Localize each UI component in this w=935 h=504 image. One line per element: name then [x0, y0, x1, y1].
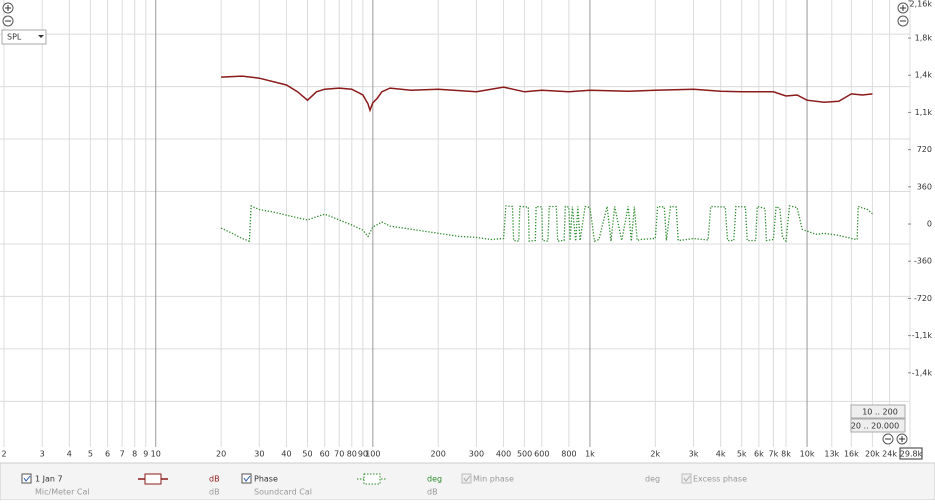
x-tick-label: 7: [120, 450, 125, 459]
y2-tick-label: 2,16k: [910, 0, 933, 9]
x-tick-label: 2k: [650, 450, 660, 459]
y2-tick-label: -360: [914, 257, 932, 266]
series-line: [221, 75, 873, 113]
legend-label: Phase: [254, 475, 278, 484]
y2-tick-label: 360: [917, 182, 932, 191]
x-tick-label: 6k: [754, 450, 764, 459]
x-tick-label: 8: [132, 450, 137, 459]
x-tick-label: 9: [143, 450, 148, 459]
zoom-in-right[interactable]: [897, 2, 909, 14]
y2-tick-label: -720: [914, 294, 932, 303]
range-button[interactable]: 20 .. 20.000: [850, 418, 906, 433]
view-label: SPL: [7, 33, 22, 42]
x-tick-label: 600: [534, 450, 549, 459]
y2-tick-label: 1,4k: [915, 71, 933, 80]
range-label: 10 .. 200: [862, 408, 898, 417]
legend-item[interactable]: Excess phase: [681, 473, 747, 484]
x-tick-label: 1k: [585, 450, 595, 459]
legend-label: Soundcard Cal: [254, 488, 312, 497]
x-tick-label: 100: [365, 450, 380, 459]
legend-unit: dB: [427, 488, 438, 497]
x-tick-label: 5k: [737, 450, 747, 459]
x-end-box: [899, 447, 923, 460]
x-tick-label: 60: [320, 450, 330, 459]
x-tick-label: 80: [347, 450, 357, 459]
view-dropdown[interactable]: SPL: [1, 29, 47, 45]
range-label: 20 .. 20.000: [851, 422, 899, 431]
x-tick-label: 500: [517, 450, 532, 459]
x-tick-label: 90: [358, 450, 368, 459]
legend-item[interactable]: Min phase deg: [461, 473, 660, 484]
y2-tick-label: -1,1k: [912, 331, 933, 340]
legend-item[interactable]: 1 Jan 7 dB: [21, 473, 220, 485]
series-line: [220, 204, 873, 243]
zoom-in-bottom[interactable]: [896, 433, 908, 445]
legend-item[interactable]: Phase deg: [241, 473, 442, 485]
x-tick-label: 16k: [844, 450, 859, 459]
x-tick-label: 4: [67, 450, 72, 459]
x-tick-label: 300: [469, 450, 484, 459]
x-tick-label: 3k: [689, 450, 699, 459]
legend-unit: deg: [427, 475, 442, 484]
x-tick-label: 2: [1, 450, 6, 459]
zoom-in-top[interactable]: [2, 2, 14, 14]
x-tick-label: 50: [302, 450, 312, 459]
x-tick-label: 7k: [769, 450, 779, 459]
x-tick-label: 6: [105, 450, 110, 459]
legend-label: Mic/Meter Cal: [35, 488, 90, 497]
y2-tick-label: -1,4k: [912, 368, 933, 377]
legend-label: Min phase: [473, 475, 514, 484]
x-tick-label: 40: [281, 450, 291, 459]
zoom-out-bottom[interactable]: [882, 433, 894, 445]
x-tick-label: 5: [88, 450, 93, 459]
y2-tick-label: 1,1k: [915, 108, 933, 117]
x-tick-label: 30: [254, 450, 264, 459]
x-tick-label: 29.8k: [900, 450, 923, 459]
zoom-out-top[interactable]: [2, 15, 14, 27]
y2-tick-label: 0: [927, 220, 932, 229]
legend-unit: dB: [209, 488, 220, 497]
x-tick-label: 400: [496, 450, 511, 459]
range-button[interactable]: 10 .. 200: [850, 404, 906, 419]
y2-tick-label: 1,8k: [915, 34, 933, 43]
x-tick-label: 24k: [882, 450, 897, 459]
x-tick-label: 4k: [716, 450, 726, 459]
y2-tick-label: 720: [917, 145, 932, 154]
x-tick-label: 70: [334, 450, 344, 459]
x-tick-label: 3: [40, 450, 45, 459]
legend-unit: dB: [209, 475, 220, 484]
x-tick-label: 200: [431, 450, 446, 459]
x-tick-label: 10: [151, 450, 161, 459]
zoom-out-right[interactable]: [897, 15, 909, 27]
legend-label: 1 Jan 7: [35, 475, 63, 484]
legend-unit: deg: [645, 475, 660, 484]
x-tick-label: 13k: [824, 450, 839, 459]
legend-label: Excess phase: [693, 475, 747, 484]
x-tick-label: 800: [561, 450, 576, 459]
x-tick-label: 20k: [865, 450, 880, 459]
x-tick-label: 20: [216, 450, 226, 459]
x-tick-label: 8k: [781, 450, 791, 459]
x-tick-label: 10k: [800, 450, 815, 459]
